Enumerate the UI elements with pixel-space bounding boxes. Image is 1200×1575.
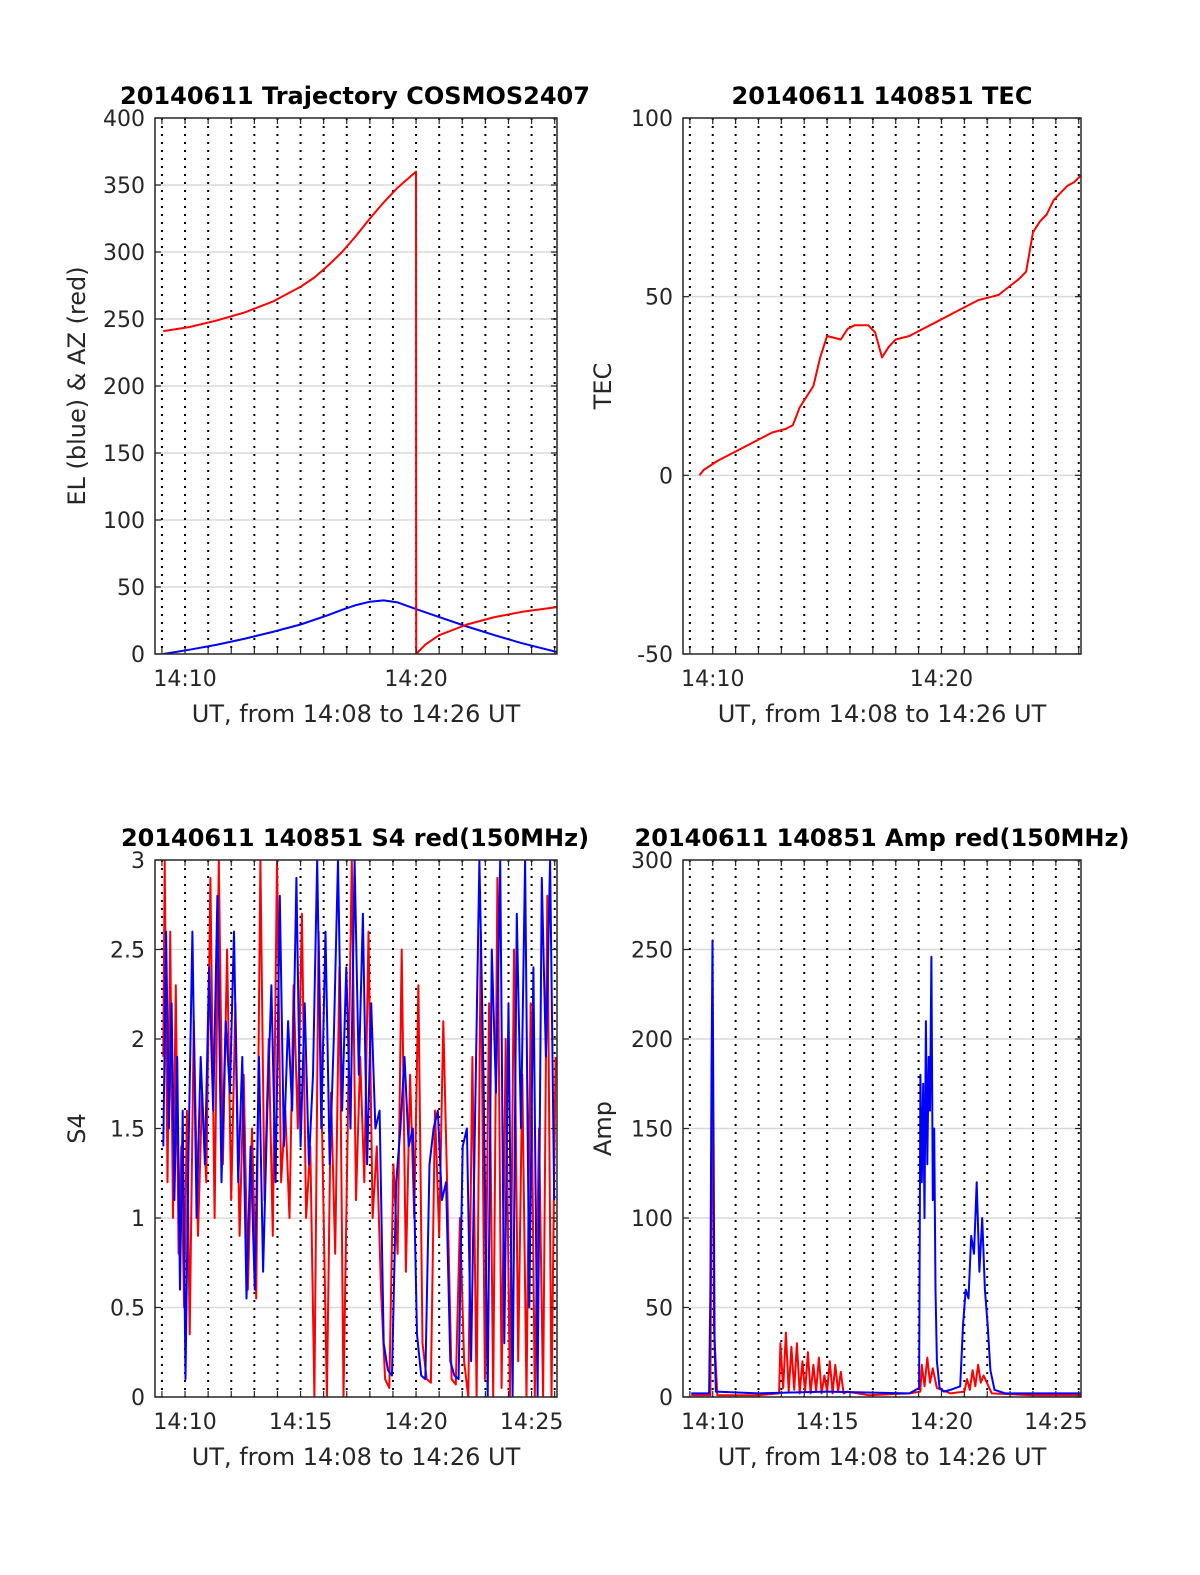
x-axis-label: UT, from 14:08 to 14:26 UT: [718, 1443, 1047, 1471]
y-tick-label: 1: [131, 1207, 145, 1232]
y-tick-label: 2.5: [110, 939, 145, 964]
y-tick-label: 50: [117, 576, 145, 601]
y-tick-label: 3: [131, 849, 145, 874]
y-tick-label: 250: [631, 939, 673, 964]
series-line: [163, 170, 557, 654]
y-tick-label: 150: [103, 442, 145, 467]
x-tick-label: 14:15: [795, 1410, 858, 1435]
chart-title: 20140611 140851 S4 red(150MHz): [121, 824, 589, 852]
x-tick-label: 14:10: [153, 667, 216, 692]
y-axis-label: Amp: [589, 1101, 617, 1156]
x-tick-label: 14:20: [910, 1410, 973, 1435]
y-tick-label: 300: [103, 241, 145, 266]
x-axis-label: UT, from 14:08 to 14:26 UT: [192, 1443, 521, 1471]
y-tick-label: 0.5: [110, 1297, 145, 1322]
series-line: [698, 174, 1081, 476]
y-tick-label: 100: [631, 107, 673, 132]
y-tick-label: 0: [131, 1386, 145, 1411]
series-line: [691, 939, 1081, 1395]
x-tick-label: 14:20: [384, 1410, 447, 1435]
plot-frame: [682, 117, 1082, 655]
series-line: [163, 599, 557, 654]
y-tick-label: 100: [103, 509, 145, 534]
x-tick-label: 14:10: [681, 667, 744, 692]
x-tick-label: 14:20: [910, 667, 973, 692]
y-tick-label: 1.5: [110, 1118, 145, 1143]
series-line: [162, 860, 557, 1397]
y-tick-label: 300: [631, 849, 673, 874]
series-line: [162, 860, 556, 1397]
panel-2: -50 0 50 100 14:10 14:20 20140611 140851 TEC UT…: [589, 82, 1082, 728]
y-axis-label: EL (blue) & AZ (red): [63, 266, 91, 505]
x-tick-label: 14:25: [1024, 1410, 1087, 1435]
x-tick-label: 14:10: [681, 1410, 744, 1435]
panel-4: 0 50 100 150 200 250 300 14:10 14:15 14:20 14:25 20…: [589, 824, 1129, 1471]
y-tick-label: 2: [131, 1028, 145, 1053]
y-tick-label: 200: [631, 1028, 673, 1053]
y-axis-label: TEC: [589, 363, 617, 411]
panel-3: 0 0.5 1 1.5 2 2.5 3 14:10 14:15 14:20 14:25 2014061…: [63, 824, 589, 1471]
y-tick-label: 350: [103, 174, 145, 199]
series-line: [691, 1002, 1081, 1397]
y-tick-label: 50: [645, 286, 673, 311]
y-tick-label: 250: [103, 308, 145, 333]
panel-1: 0 50 100 150 200 250 300 350 400 14:10 14:20 201406…: [63, 82, 590, 728]
y-tick-label: 50: [645, 1297, 673, 1322]
x-tick-label: 14:20: [384, 667, 447, 692]
y-axis-label: S4: [63, 1113, 91, 1144]
chart-title: 20140611 Trajectory COSMOS2407: [120, 82, 590, 110]
y-tick-label: 200: [103, 375, 145, 400]
y-tick-label: 0: [659, 464, 673, 489]
x-tick-label: 14:15: [269, 1410, 332, 1435]
y-tick-label: 400: [103, 107, 145, 132]
x-tick-label: 14:25: [500, 1410, 563, 1435]
y-tick-label: 100: [631, 1207, 673, 1232]
y-tick-label: 150: [631, 1118, 673, 1143]
x-axis-label: UT, from 14:08 to 14:26 UT: [718, 700, 1047, 728]
y-tick-label: 0: [659, 1386, 673, 1411]
x-tick-label: 14:10: [153, 1410, 216, 1435]
x-axis-label: UT, from 14:08 to 14:26 UT: [192, 700, 521, 728]
chart-title: 20140611 140851 Amp red(150MHz): [635, 824, 1130, 852]
chart-title: 20140611 140851 TEC: [732, 82, 1033, 110]
y-tick-label: -50: [637, 643, 673, 668]
y-tick-label: 0: [131, 643, 145, 668]
